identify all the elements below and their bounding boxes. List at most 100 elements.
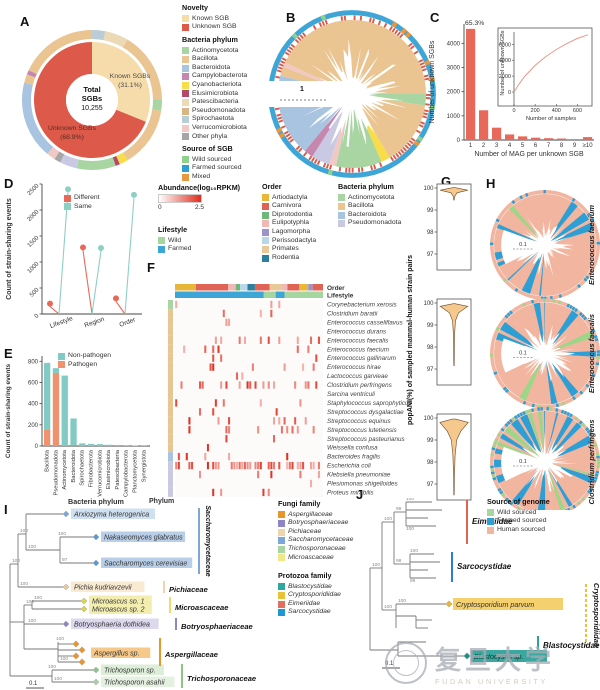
svg-text:100: 100 [28, 544, 36, 550]
legend-lifestyle: Lifestyle Wild Farmed [158, 225, 192, 253]
svg-text:97: 97 [427, 482, 434, 488]
svg-text:Sarcocystidae: Sarcocystidae [457, 562, 512, 571]
svg-text:Trichosporon sp.: Trichosporon sp. [104, 668, 156, 675]
legend-bacteria-phylum-a: Bacteria phylum Actinomycetota Bacillota Ba… [182, 35, 248, 141]
svg-text:Spirochaetota: Spirochaetota [80, 449, 86, 486]
svg-text:2000: 2000 [447, 90, 461, 96]
svg-text:4000: 4000 [447, 41, 461, 47]
svg-text:Aspergillaceae: Aspergillaceae [164, 650, 218, 659]
svg-text:3: 3 [495, 143, 499, 149]
svg-text:Synergistota: Synergistota [141, 449, 147, 482]
svg-text:Enterococcus hirae: Enterococcus hirae [327, 364, 381, 371]
svg-text:Count of strain-sharing events: Count of strain-sharing events [5, 363, 12, 458]
svg-text:Staphylococcus saprophyticus: Staphylococcus saprophyticus [327, 400, 413, 407]
svg-text:Sarcina ventriculi: Sarcina ventriculi [327, 391, 376, 398]
svg-text:(68.9%): (68.9%) [60, 134, 84, 141]
svg-text:Blastocystis sp.: Blastocystis sp. [474, 652, 524, 661]
svg-text:0.1: 0.1 [519, 459, 527, 465]
svg-text:100: 100 [384, 516, 392, 522]
svg-text:Total: Total [83, 85, 100, 94]
svg-text:99: 99 [410, 578, 416, 584]
svg-text:Actinomycetota: Actinomycetota [62, 449, 68, 489]
svg-text:100: 100 [406, 526, 414, 532]
svg-text:Streptococcus dysgalactiae: Streptococcus dysgalactiae [327, 409, 404, 416]
svg-text:98: 98 [427, 460, 434, 466]
legend-pathogen: Non-pathogen Pathogen [58, 352, 111, 369]
svg-text:1500: 1500 [27, 235, 41, 249]
svg-text:2: 2 [482, 143, 486, 149]
svg-text:100: 100 [26, 599, 34, 605]
svg-text:Trichosporonaceae: Trichosporonaceae [187, 674, 256, 683]
svg-text:99: 99 [427, 323, 434, 329]
panel-g-ylabel: popANI(%) of sampled mammal-human strain… [407, 255, 414, 425]
panel-g-violin-plots: 100 99 98 97 100 99 98 97 100 99 98 97 [424, 183, 472, 501]
svg-text:0.1: 0.1 [519, 242, 527, 248]
svg-text:Order: Order [327, 285, 345, 292]
svg-text:200: 200 [28, 423, 39, 429]
svg-text:99: 99 [427, 208, 434, 214]
panel-label-g: G [441, 174, 452, 189]
svg-text:Cryptosporidiidae: Cryptosporidiidae [592, 583, 600, 647]
panel-label-b: B [286, 10, 296, 25]
panel-label-h: H [486, 176, 496, 191]
panel-label-j: J [356, 487, 364, 502]
svg-text:3000: 3000 [447, 66, 461, 72]
svg-text:100: 100 [406, 498, 414, 502]
svg-text:Bacteroidota: Bacteroidota [71, 449, 77, 482]
svg-text:Number of samples: Number of samples [526, 116, 576, 122]
svg-text:7: 7 [547, 143, 551, 149]
legend-different-same: Different Same [64, 194, 100, 211]
svg-text:Corynebacterium xerosis: Corynebacterium xerosis [327, 302, 397, 309]
svg-text:200: 200 [531, 108, 540, 114]
svg-text:SGBs: SGBs [82, 94, 102, 103]
svg-text:Weissella confusa: Weissella confusa [327, 445, 378, 452]
svg-text:Clostridium perfringens: Clostridium perfringens [327, 382, 393, 389]
svg-text:0: 0 [34, 313, 41, 320]
svg-text:(31.1%): (31.1%) [118, 82, 142, 89]
svg-text:97: 97 [427, 252, 434, 258]
svg-text:600: 600 [573, 108, 582, 114]
svg-text:Number of unknown SGBs: Number of unknown SGBs [429, 40, 436, 123]
svg-text:Verrucomicrobiota: Verrucomicrobiota [97, 449, 103, 496]
svg-text:Arxiozyma heterogenica: Arxiozyma heterogenica [73, 512, 149, 519]
svg-text:100: 100 [12, 558, 20, 564]
svg-text:Streptococcus pasteurianus: Streptococcus pasteurianus [327, 436, 406, 443]
legend-abundance: Abundance(log₁₀RPKM) 0 2.5 [158, 183, 240, 211]
svg-text:2500: 2500 [27, 183, 41, 197]
svg-text:Botryosphaeria dothidea: Botryosphaeria dothidea [74, 622, 150, 629]
svg-text:400: 400 [28, 402, 39, 408]
svg-text:Klebsiella pneumoniae: Klebsiella pneumoniae [327, 472, 391, 479]
svg-text:Enterococcus faecium: Enterococcus faecium [587, 205, 596, 285]
legend-fungi-family: Fungi family Aspergillaceae Botryosphaeria… [278, 499, 354, 562]
watermark-english: FUDAN UNIVERSITY [435, 677, 548, 686]
legend-protozoa-family: Protozoa family Blastocystidae Cryptospori… [278, 571, 341, 617]
svg-text:Nakaseomyces glabratus: Nakaseomyces glabratus [104, 535, 183, 542]
svg-text:Proteus mirabilis: Proteus mirabilis [327, 489, 374, 496]
svg-text:Planctomycetota: Planctomycetota [133, 449, 139, 493]
svg-text:100: 100 [48, 664, 56, 670]
svg-text:0.1: 0.1 [519, 351, 527, 357]
svg-text:99: 99 [396, 506, 402, 512]
svg-text:100: 100 [398, 598, 406, 604]
svg-text:4: 4 [508, 143, 512, 149]
watermark: 复旦大学 FUDAN UNIVERSITY [385, 640, 555, 686]
svg-text:500: 500 [29, 287, 41, 299]
svg-text:98: 98 [396, 558, 402, 564]
svg-text:100: 100 [60, 656, 68, 662]
panel-j-phylo-tree: 100100991001009810099100100EimeriidaeSar… [369, 498, 600, 669]
svg-text:100: 100 [20, 528, 28, 534]
svg-text:98: 98 [427, 345, 434, 351]
svg-text:Enterococcus faecalis: Enterococcus faecalis [327, 337, 389, 344]
svg-text:100: 100 [54, 676, 62, 682]
svg-text:8: 8 [560, 143, 564, 149]
svg-text:Number of MAG per unknown SGB: Number of MAG per unknown SGB [474, 151, 584, 158]
svg-text:2000: 2000 [27, 209, 41, 223]
svg-text:Count of strain-sharing events: Count of strain-sharing events [6, 198, 13, 300]
svg-text:Bacteria phylum: Bacteria phylum [68, 497, 124, 506]
svg-text:97: 97 [427, 367, 434, 373]
panel-label-d: D [4, 176, 14, 191]
